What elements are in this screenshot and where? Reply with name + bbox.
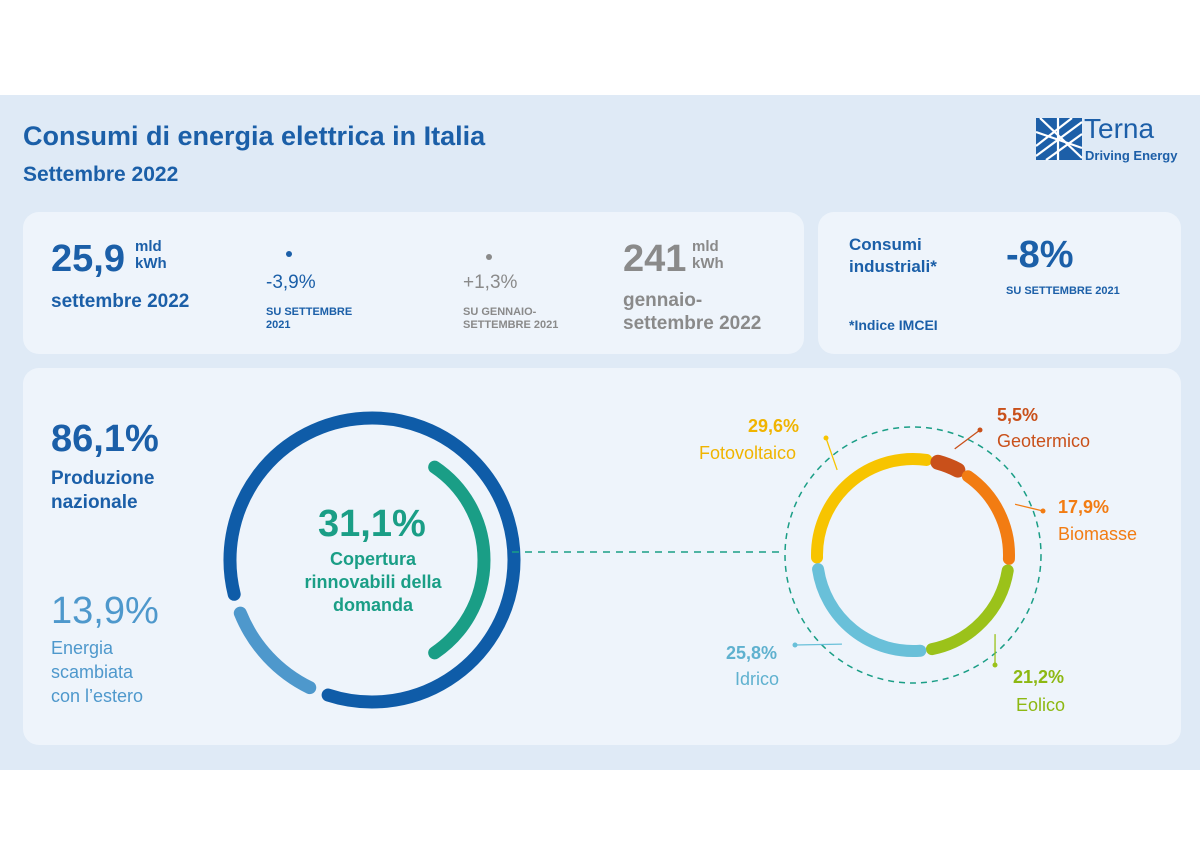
mix-outer-dashed-ring <box>784 426 1042 684</box>
mix-slice-geotermico <box>930 454 966 478</box>
mix-slice-eolico <box>925 564 1014 656</box>
mix-slice-biomasse <box>961 470 1015 565</box>
month-unit-bottom: kWh <box>135 255 167 272</box>
donut-slice-exchange <box>233 606 317 695</box>
ytd-consumption-value: 241 <box>623 238 687 280</box>
month-unit-top: mld <box>135 238 162 255</box>
fotovoltaico-label: Fotovoltaico <box>699 443 797 463</box>
leader-line-fotovoltaico <box>825 437 838 471</box>
leader-dot-eolico <box>992 662 998 668</box>
national-label-1: Produzione <box>51 468 155 489</box>
industrial-change-ref: SU SETTEMBRE 2021 <box>1006 285 1120 297</box>
ytd-unit-bottom: kWh <box>692 255 724 272</box>
logo-name: Terna <box>1084 113 1155 144</box>
leader-dot-geotermico <box>977 427 983 433</box>
eolico-pct: 21,2% <box>1013 667 1065 687</box>
ytd-change-ref-1: SU GENNAIO- <box>463 306 537 318</box>
kpi-card-industrial <box>818 212 1181 354</box>
exchange-label-3: con l’estero <box>51 686 144 706</box>
industrial-label-2: industriali* <box>849 257 937 276</box>
ytd-label-1: gennaio- <box>623 290 703 311</box>
month-change-ref-2: 2021 <box>266 319 291 331</box>
logo-tagline: Driving Energy <box>1085 148 1178 163</box>
renewable-pct: 31,1% <box>318 503 426 545</box>
renewable-label-1: Copertura <box>329 549 416 569</box>
mix-slice-idrico <box>812 563 927 657</box>
mix-slice-fotovoltaico <box>811 453 933 564</box>
renewable-label-3: domanda <box>332 595 413 615</box>
biomasse-label: Biomasse <box>1058 524 1138 544</box>
demand-card <box>23 368 1181 745</box>
exchange-label-1: Energia <box>51 638 114 658</box>
ytd-change: +1,3% <box>463 272 518 293</box>
donut-arc-renewable <box>428 460 491 660</box>
exchange-pct: 13,9% <box>51 590 159 632</box>
exchange-label-2: scambiata <box>51 662 134 682</box>
leader-dot-fotovoltaico <box>823 435 829 441</box>
idrico-label: Idrico <box>735 669 780 689</box>
ytd-change-ref-2: SETTEMBRE 2021 <box>463 319 559 331</box>
geotermico-label: Geotermico <box>997 431 1091 451</box>
geotermico-pct: 5,5% <box>997 405 1039 425</box>
month-change-ref-1: SU SETTEMBRE <box>266 306 353 318</box>
donut-slice-national <box>223 411 521 709</box>
page-title: Consumi di energia elettrica in Italia <box>23 121 486 151</box>
leader-dot-idrico <box>792 642 798 648</box>
month-label: settembre 2022 <box>51 291 190 312</box>
industrial-label-1: Consumi <box>849 235 922 254</box>
leader-dot-biomasse <box>1040 508 1046 514</box>
biomasse-pct: 17,9% <box>1058 497 1110 517</box>
leader-line-biomasse <box>1014 503 1044 512</box>
national-pct: 86,1% <box>51 418 159 460</box>
national-label-2: nazionale <box>51 492 138 513</box>
industrial-note: *Indice IMCEI <box>849 317 938 333</box>
idrico-pct: 25,8% <box>726 643 778 663</box>
eolico-label: Eolico <box>1016 695 1066 715</box>
renewable-label-2: rinnovabili della <box>304 572 442 592</box>
month-change: -3,9% <box>266 272 316 293</box>
ytd-unit-top: mld <box>692 238 719 255</box>
month-consumption-value: 25,9 <box>51 238 125 280</box>
ytd-label-2: settembre 2022 <box>623 313 762 334</box>
terna-logo-icon <box>1036 118 1083 161</box>
page-subtitle: Settembre 2022 <box>23 163 179 186</box>
leader-line-geotermico <box>954 429 981 450</box>
fotovoltaico-pct: 29,6% <box>748 416 800 436</box>
industrial-change: -8% <box>1006 234 1074 276</box>
leader-line-idrico <box>794 643 842 646</box>
kpi-card-consumption <box>23 212 804 354</box>
